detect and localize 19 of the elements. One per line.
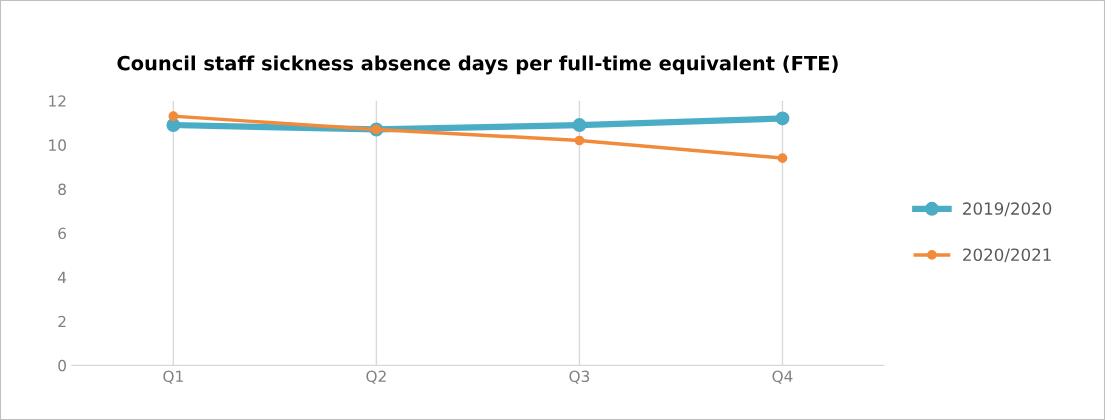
x-tick-label: Q2 bbox=[366, 370, 386, 384]
point bbox=[168, 111, 179, 122]
y-tick-label: 10 bbox=[49, 139, 66, 151]
y-tick-label: 0 bbox=[58, 359, 66, 372]
y-tick-label: 2 bbox=[58, 315, 66, 328]
point bbox=[574, 135, 585, 146]
y-tick-label: 6 bbox=[58, 227, 66, 240]
y-tick-label: 12 bbox=[49, 95, 66, 107]
chart-title: Council staff sickness absence days per full-time equivalent (FTE) bbox=[117, 55, 838, 75]
point bbox=[572, 118, 587, 132]
x-tick-label: Q1 bbox=[163, 370, 183, 384]
y-tick-label: 8 bbox=[58, 183, 66, 196]
legend-label: 2019/2020 bbox=[963, 202, 1052, 217]
x-tick-label: Q3 bbox=[569, 370, 590, 384]
x-tick-label: Q4 bbox=[772, 370, 793, 384]
point bbox=[777, 153, 788, 163]
point bbox=[775, 111, 790, 126]
y-tick-label: 4 bbox=[57, 271, 67, 283]
legend-label: 2020/2021 bbox=[963, 248, 1051, 263]
